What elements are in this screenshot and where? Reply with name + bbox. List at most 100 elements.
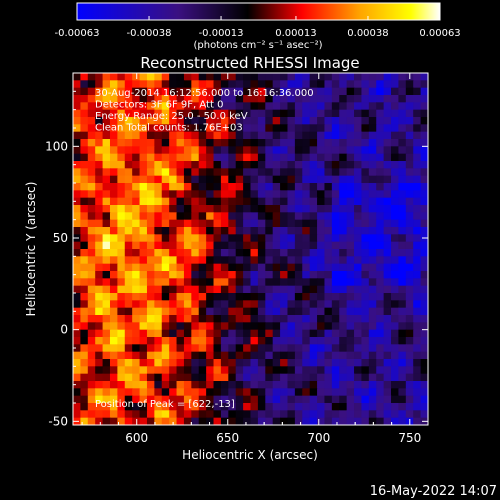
heatmap-cell (183, 102, 192, 111)
heatmap-cell (383, 381, 392, 389)
heatmap-cell (368, 329, 377, 338)
heatmap-cell (354, 322, 363, 331)
heatmap-cell (176, 366, 185, 375)
heatmap-cell (235, 227, 244, 235)
heatmap-cell (361, 146, 370, 155)
heatmap-cell (331, 212, 340, 221)
heatmap-cell (331, 417, 340, 425)
heatmap-cell (191, 80, 200, 89)
heatmap-cell (250, 205, 259, 213)
heatmap-cell (124, 307, 133, 316)
heatmap-cell (250, 307, 259, 316)
heatmap-cell (368, 263, 377, 272)
heatmap-cell (213, 395, 222, 404)
heatmap-cell (139, 183, 148, 191)
heatmap-cell (243, 95, 252, 103)
heatmap-cell (213, 278, 222, 287)
heatmap-cell (376, 205, 385, 213)
heatmap-cell (213, 131, 222, 140)
heatmap-cell (383, 403, 392, 411)
y-axis-label: Heliocentric Y (arcsec) (24, 182, 38, 317)
heatmap-cell (383, 307, 392, 316)
heatmap-cell (420, 322, 428, 331)
heatmap-cell (272, 87, 281, 96)
heatmap-cell (139, 146, 148, 155)
heatmap-cell (420, 263, 428, 272)
heatmap-cell (302, 80, 311, 89)
heatmap-cell (339, 175, 348, 184)
heatmap-cell (176, 139, 185, 147)
heatmap-cell (198, 351, 207, 360)
heatmap-cell (154, 87, 163, 96)
heatmap-cell (161, 73, 170, 81)
heatmap-cell (265, 329, 274, 338)
heatmap-cell (361, 329, 370, 338)
heatmap-cell (117, 351, 126, 360)
heatmap-cell (124, 403, 133, 411)
heatmap-cell (398, 329, 407, 338)
heatmap-cell (243, 234, 252, 243)
heatmap-cell (354, 388, 363, 397)
heatmap-cell (405, 234, 414, 243)
heatmap-cell (309, 87, 318, 96)
heatmap-cell (124, 124, 133, 133)
heatmap-cell (139, 95, 148, 103)
heatmap-cell (206, 315, 215, 323)
heatmap-cell (124, 241, 133, 250)
heatmap-cell (354, 131, 363, 140)
heatmap-cell (250, 139, 259, 147)
heatmap-cell (391, 80, 400, 89)
heatmap-cell (398, 183, 407, 191)
heatmap-cell (243, 410, 252, 419)
heatmap-cell (213, 153, 222, 162)
heatmap-cell (206, 300, 215, 309)
heatmap-cell (80, 293, 89, 301)
heatmap-cell (206, 359, 215, 367)
heatmap-cell (191, 278, 200, 287)
heatmap-cell (154, 168, 163, 177)
heatmap-cell (331, 168, 340, 177)
heatmap-cell (139, 205, 148, 213)
heatmap-cell (169, 219, 178, 228)
heatmap-cell (272, 131, 281, 140)
heatmap-cell (324, 124, 333, 133)
heatmap-cell (169, 227, 178, 235)
heatmap-cell (220, 146, 229, 155)
heatmap-cell (228, 256, 237, 265)
heatmap-cell (265, 417, 274, 425)
heatmap-cell (376, 146, 385, 155)
heatmap-cell (95, 373, 104, 382)
heatmap-cell (331, 271, 340, 279)
heatmap-cell (302, 307, 311, 316)
heatmap-cell (169, 293, 178, 301)
heatmap-cell (383, 219, 392, 228)
heatmap-cell (361, 241, 370, 250)
heatmap-cell (109, 278, 118, 287)
heatmap-cell (361, 388, 370, 397)
heatmap-cell (73, 183, 81, 191)
heatmap-cell (198, 315, 207, 323)
heatmap-cell (146, 205, 155, 213)
heatmap-cell (420, 190, 428, 199)
heatmap-cell (324, 395, 333, 404)
heatmap-cell (154, 219, 163, 228)
heatmap-cell (139, 153, 148, 162)
heatmap-cell (176, 175, 185, 184)
heatmap-cell (280, 117, 289, 125)
heatmap-cell (139, 219, 148, 228)
heatmap-cell (191, 410, 200, 419)
heatmap-cell (309, 212, 318, 221)
heatmap-cell (102, 109, 111, 118)
heatmap-cell (309, 117, 318, 125)
heatmap-cell (250, 212, 259, 221)
heatmap-cell (191, 395, 200, 404)
heatmap-cell (420, 381, 428, 389)
heatmap-cell (302, 205, 311, 213)
heatmap-cell (132, 256, 141, 265)
heatmap-cell (146, 263, 155, 272)
heatmap-cell (80, 146, 89, 155)
heatmap-cell (183, 227, 192, 235)
heatmap-cell (368, 322, 377, 331)
heatmap-cell (117, 373, 126, 382)
heatmap-cell (109, 241, 118, 250)
